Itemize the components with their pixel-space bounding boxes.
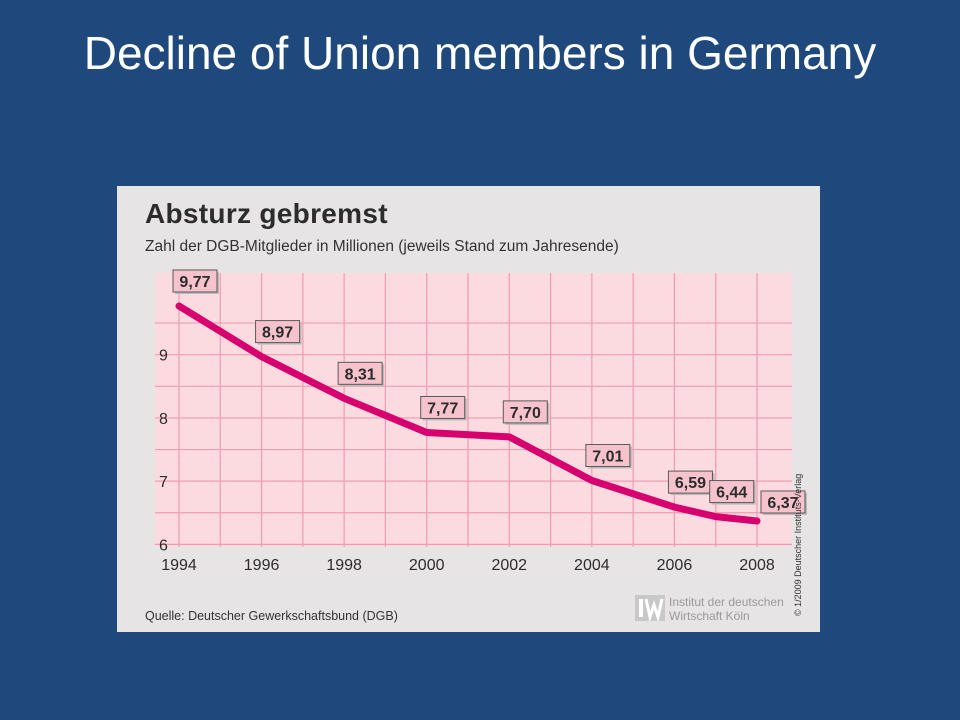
x-tick-label: 2008: [739, 557, 775, 574]
data-label: 7,77: [420, 395, 467, 421]
chart-subtitle: Zahl der DGB-Mitglieder in Millionen (je…: [145, 238, 619, 255]
data-label-box: [337, 361, 383, 385]
y-tick-label: 8: [159, 411, 168, 428]
y-tick-label: 6: [159, 537, 168, 554]
data-label-box: [420, 395, 466, 419]
x-tick-label: 1996: [244, 557, 280, 574]
data-label-text: 8,31: [345, 366, 376, 383]
x-tick-label: 2000: [409, 557, 445, 574]
data-label: 6,44: [709, 480, 756, 505]
plot-area: [155, 273, 792, 547]
publisher-name: Institut der deutschen Wirtschaft Köln: [669, 595, 784, 623]
series-line-dgb-members: [175, 302, 761, 525]
chart-title: Absturz gebremst: [145, 198, 388, 229]
data-label-box: [502, 400, 548, 424]
y-axis-ticks: 6 7 8 9: [159, 348, 168, 555]
data-label: 6,59: [667, 470, 715, 496]
data-label-text: 7,01: [592, 449, 623, 466]
publisher-logo: Institut der deutschen Wirtschaft Köln: [635, 591, 817, 629]
data-label-box: [585, 444, 631, 468]
data-label-text: 6,44: [716, 485, 747, 502]
data-label-text: 9,77: [179, 274, 210, 291]
data-labels: 9,77 8,97 8,31 7,77 7,70 7,01 6,59 6,44 6,37: [172, 269, 807, 515]
data-label-text: 6,37: [767, 495, 798, 512]
data-label: 8,31: [337, 361, 385, 387]
data-label: 7,01: [585, 444, 632, 469]
data-label-box: [760, 490, 806, 514]
data-label-text: 6,59: [675, 475, 706, 492]
data-label: 8,97: [255, 320, 302, 345]
grid-lines: [155, 273, 792, 547]
data-label-text: 7,70: [510, 405, 541, 422]
source-note: Quelle: Deutscher Gewerkschaftsbund (DGB…: [145, 609, 398, 623]
x-tick-label: 2004: [574, 557, 610, 574]
data-label: 7,70: [502, 400, 550, 425]
x-axis-ticks: 1994 1996 1998 2000 2002 2004 2006 2008: [161, 557, 775, 574]
x-tick-label: 2006: [657, 557, 693, 574]
chart-figure: 6 7 8 9 1994 1996 1998 2000 2002 2004 2006 2008 9,…: [117, 186, 820, 632]
y-tick-label: 9: [159, 348, 168, 365]
x-tick-label: 1998: [326, 557, 362, 574]
data-label-box: [709, 480, 755, 504]
data-label: 9,77: [172, 269, 219, 294]
data-label: 6,37: [760, 490, 807, 515]
x-tick-label: 2002: [491, 557, 527, 574]
slide-title: Decline of Union members in Germany: [83, 27, 877, 79]
data-label-box: [255, 320, 301, 344]
line-chart: 6 7 8 9 1994 1996 1998 2000 2002 2004 2006 2008 9,…: [155, 269, 807, 574]
iw-logo-icon: [635, 595, 665, 621]
x-tick-label: 1994: [161, 557, 197, 574]
data-label-text: 7,77: [427, 400, 458, 417]
data-label-box: [172, 269, 218, 293]
y-tick-label: 7: [159, 474, 168, 491]
data-label-text: 8,97: [262, 325, 293, 342]
